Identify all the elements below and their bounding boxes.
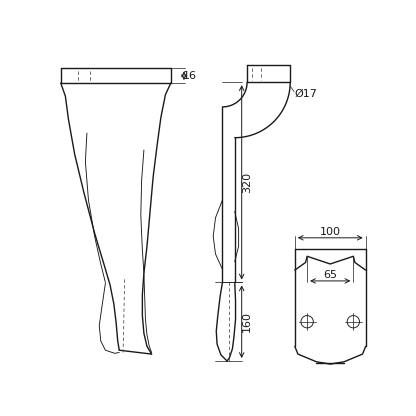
Text: 320: 320 — [242, 172, 252, 193]
Text: 160: 160 — [242, 311, 252, 332]
Text: 100: 100 — [320, 227, 341, 237]
Text: 16: 16 — [182, 71, 196, 81]
Text: Ø17: Ø17 — [295, 89, 318, 99]
Text: 65: 65 — [323, 270, 337, 280]
